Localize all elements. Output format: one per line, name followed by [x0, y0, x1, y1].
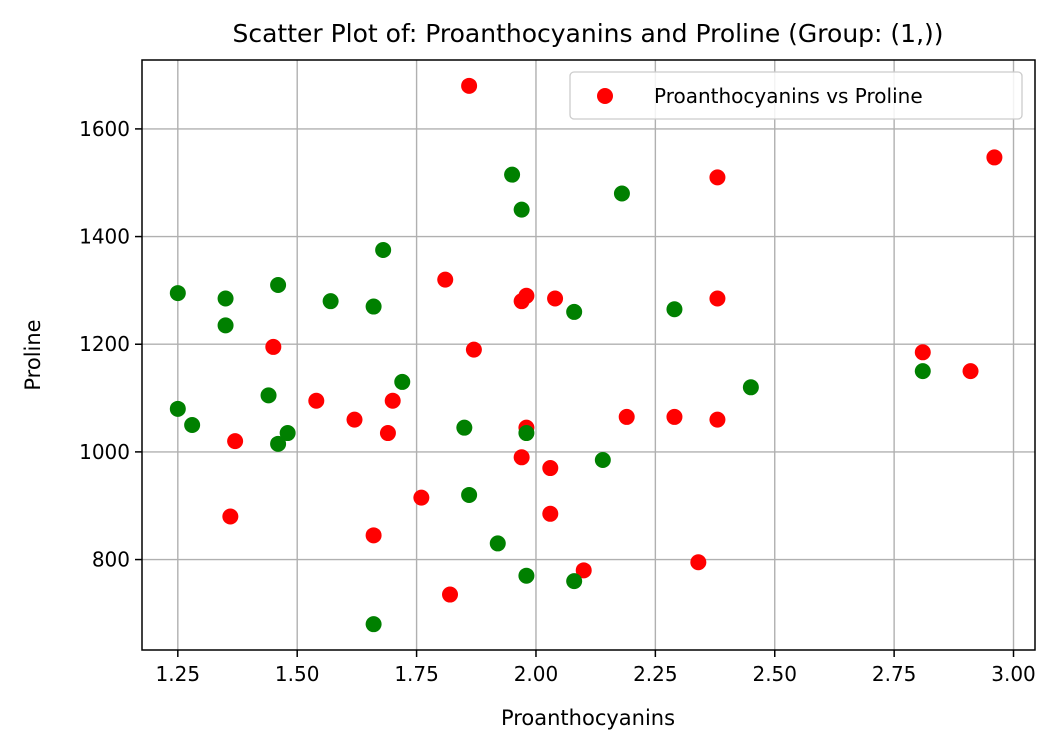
grid-lines [142, 60, 1035, 650]
data-point [375, 242, 392, 259]
data-point [365, 616, 382, 633]
data-point [456, 419, 473, 436]
data-point [217, 290, 234, 307]
y-tick-label: 1400 [79, 225, 130, 249]
data-point [575, 562, 592, 579]
data-point [365, 298, 382, 315]
data-point [394, 373, 411, 390]
data-point [169, 400, 186, 417]
data-point [618, 408, 635, 425]
data-point [986, 149, 1003, 166]
y-tick-label: 1600 [79, 117, 130, 141]
data-point [709, 411, 726, 428]
x-tick-label: 1.25 [156, 662, 201, 686]
x-tick-label: 2.00 [514, 662, 559, 686]
y-axis-label: Proline [21, 319, 45, 390]
data-point [270, 277, 287, 294]
data-point [542, 460, 559, 477]
data-point [217, 317, 234, 334]
data-point [613, 185, 630, 202]
x-tick-label: 3.00 [991, 662, 1036, 686]
data-point [227, 433, 244, 450]
data-point [513, 293, 530, 310]
x-tick-label: 1.75 [394, 662, 439, 686]
data-point [914, 344, 931, 361]
chart-title: Scatter Plot of: Proanthocyanins and Pro… [232, 19, 943, 48]
data-point [442, 586, 459, 603]
data-point [365, 527, 382, 544]
x-tick-label: 1.50 [275, 662, 320, 686]
data-point [384, 392, 401, 409]
data-point [914, 363, 931, 380]
data-point [265, 338, 282, 355]
data-point [709, 290, 726, 307]
x-axis-label: Proanthocyanins [501, 706, 675, 730]
data-point [547, 290, 564, 307]
data-point [260, 387, 277, 404]
data-point [690, 554, 707, 571]
data-point [461, 486, 478, 503]
data-point [465, 341, 482, 358]
data-point [518, 567, 535, 584]
data-point [594, 451, 611, 468]
data-point [709, 169, 726, 186]
data-point [222, 508, 239, 525]
data-point [566, 303, 583, 320]
plot-frame [141, 59, 1036, 651]
x-tick-label: 2.50 [752, 662, 797, 686]
data-point [437, 271, 454, 288]
data-point [461, 77, 478, 94]
axis-ticks: 1.25 1.50 1.75 2.00 2.25 2.50 2.75 3.00 800 1000 1… [79, 117, 1036, 686]
data-point [413, 489, 430, 506]
data-point [504, 166, 521, 183]
legend: Proanthocyanins vs Proline [569, 71, 1023, 120]
data-point [379, 425, 396, 442]
y-tick-label: 1200 [79, 332, 130, 356]
x-tick-label: 2.75 [872, 662, 917, 686]
legend-label: Proanthocyanins vs Proline [654, 84, 923, 108]
y-tick-label: 1000 [79, 440, 130, 464]
data-point [489, 535, 506, 552]
data-points [169, 77, 1003, 633]
data-point [270, 435, 287, 452]
data-point [566, 573, 583, 590]
data-point [962, 363, 979, 380]
data-point [666, 301, 683, 318]
data-point [513, 449, 530, 466]
x-tick-label: 2.25 [633, 662, 678, 686]
legend-box [569, 71, 1023, 120]
data-point [513, 201, 530, 218]
y-tick-label: 800 [92, 548, 130, 572]
data-point [169, 285, 186, 302]
legend-marker [597, 88, 613, 104]
data-point [279, 425, 296, 442]
data-point [346, 411, 363, 428]
data-point [666, 408, 683, 425]
data-point [542, 505, 559, 522]
data-point [742, 379, 759, 396]
data-point [184, 416, 201, 433]
data-point [308, 392, 325, 409]
data-point [518, 425, 535, 442]
data-point [322, 293, 339, 310]
